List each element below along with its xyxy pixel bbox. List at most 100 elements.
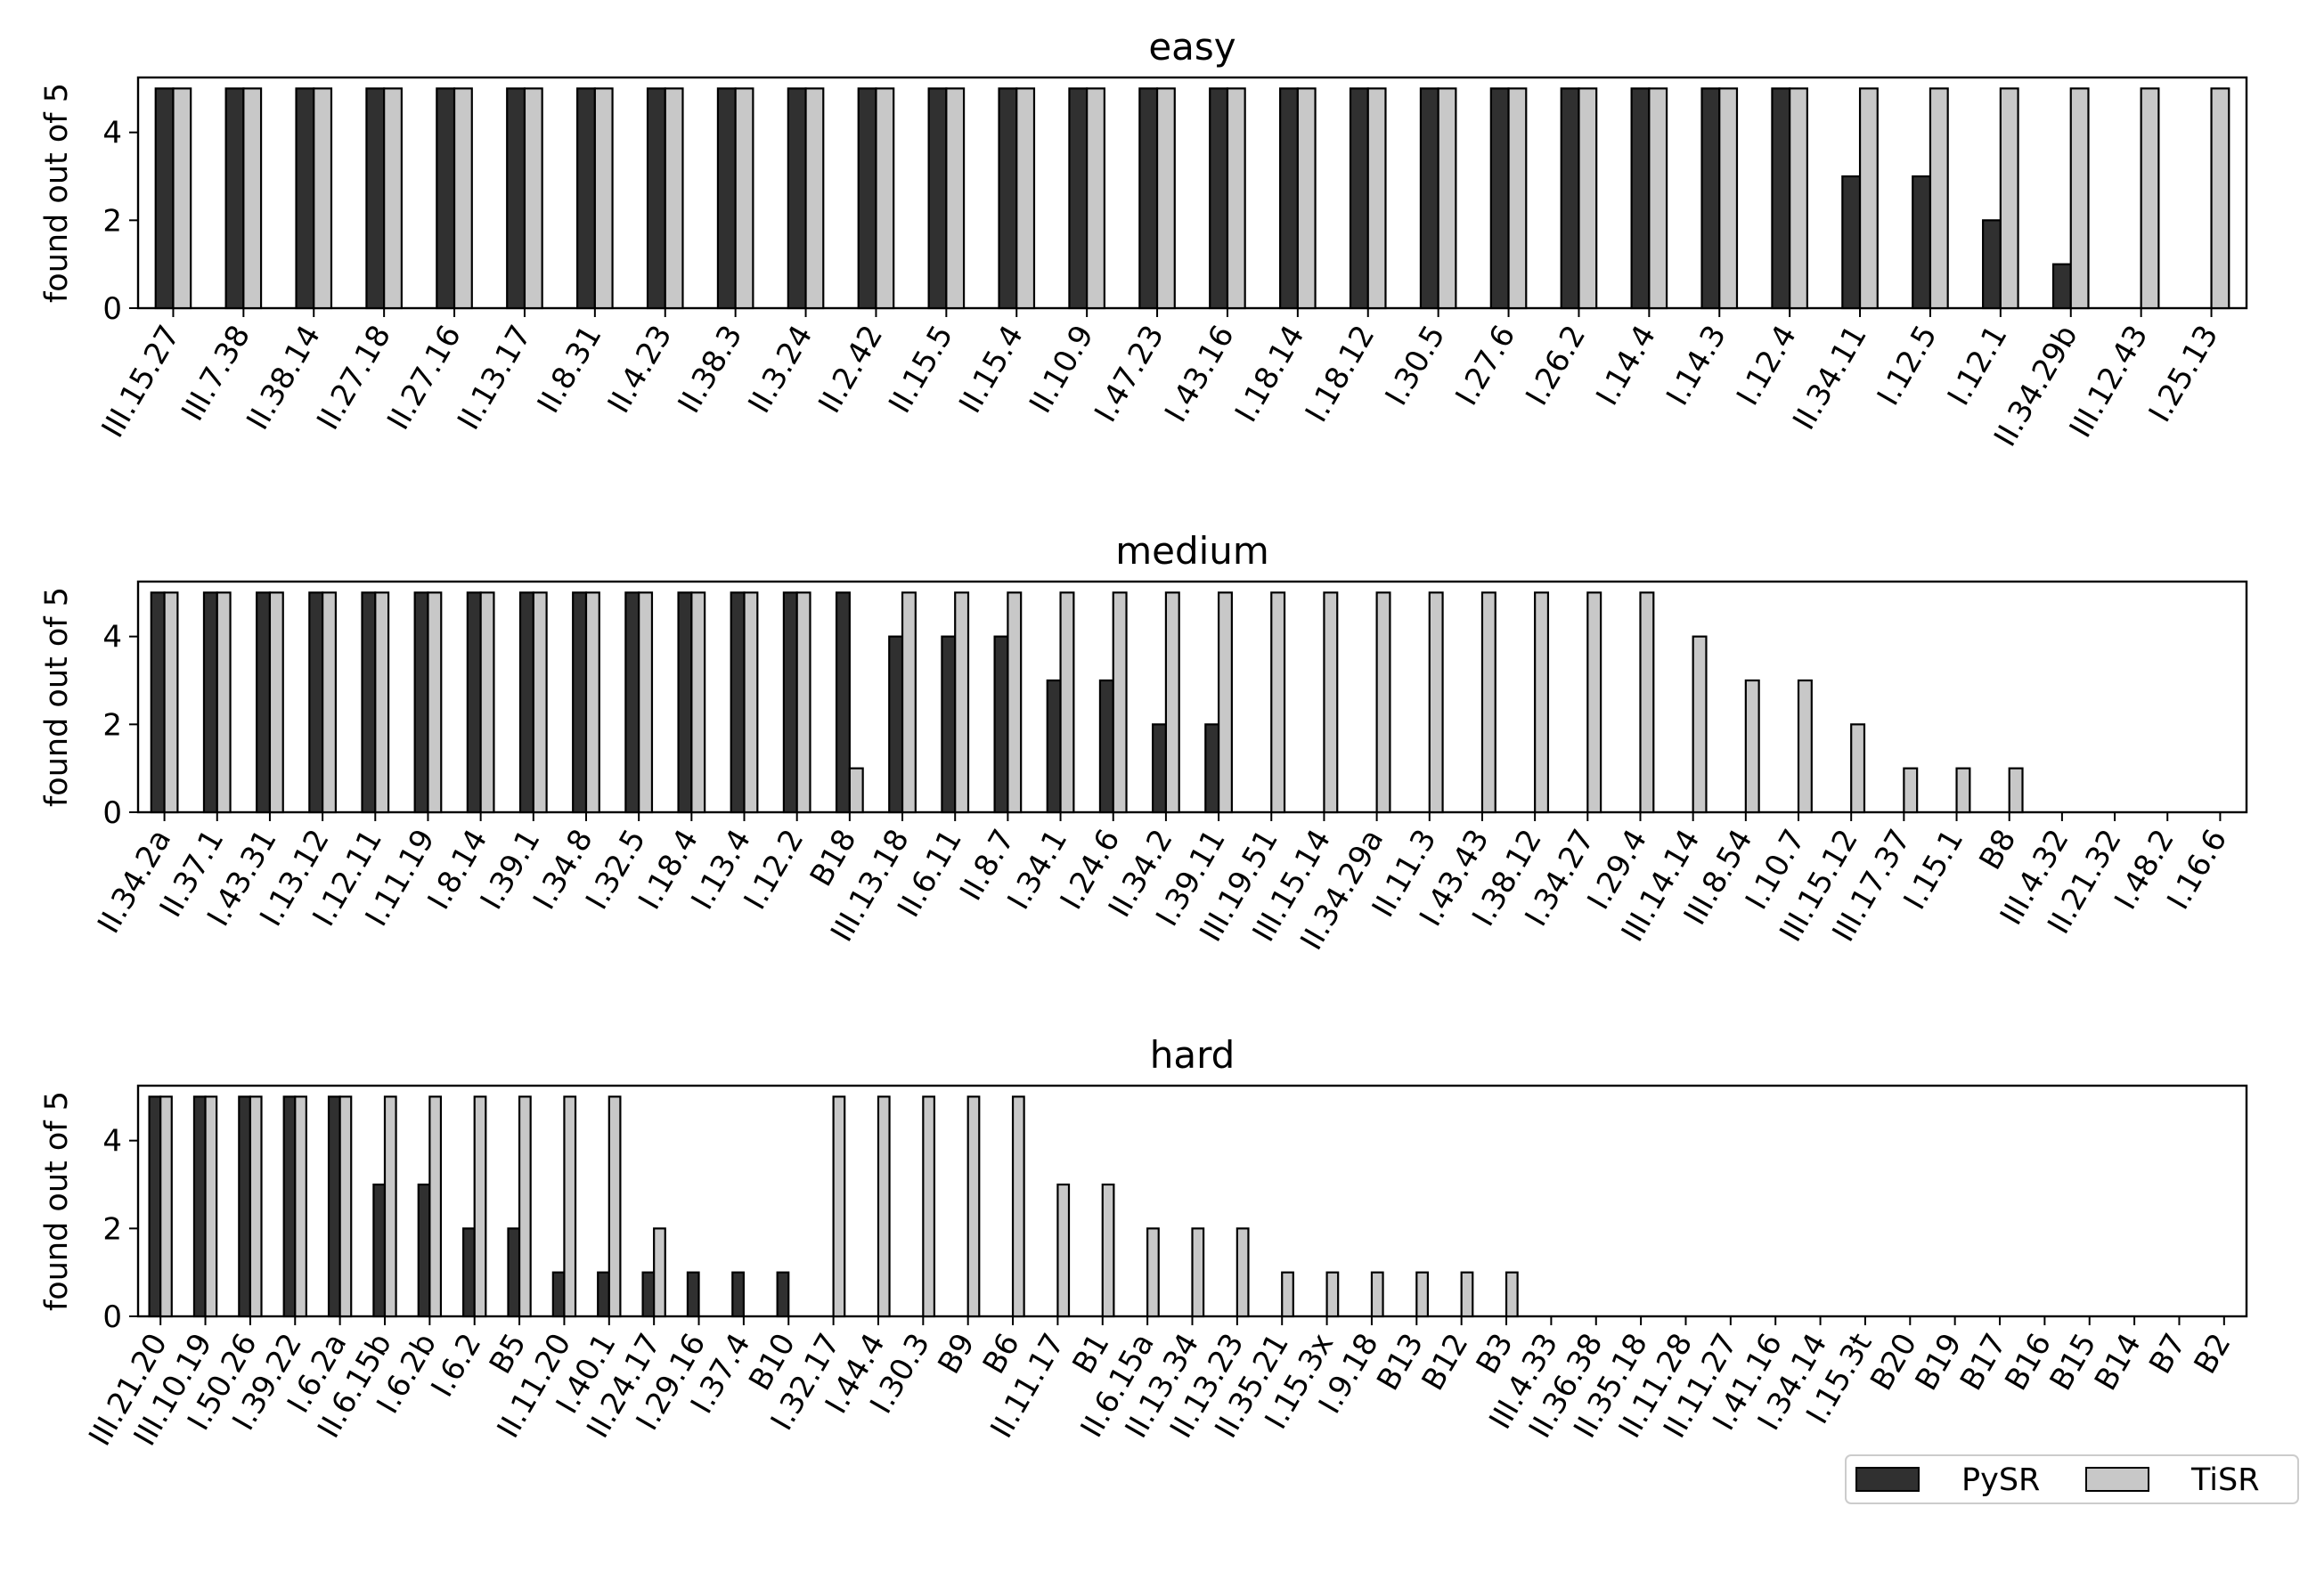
x-tick-label-i-14-4: I.14.4	[1589, 320, 1663, 412]
bar-tisr-i-26-2	[1578, 87, 1598, 310]
bar-tisr-i-32-5	[638, 591, 654, 814]
chart-title-easy: easy	[1148, 25, 1235, 69]
bar-pysr-i-18-12	[1349, 87, 1369, 310]
bar-tisr-i-14-3	[1718, 87, 1739, 310]
x-tick-label-b14: B14	[2088, 1328, 2149, 1397]
bar-pysr-i-26-2	[1560, 87, 1580, 310]
x-tick-label-ii-34-2a: II.34.2a	[91, 824, 178, 940]
x-tick-label-i-18-12: I.18.12	[1299, 320, 1382, 428]
bar-tisr-i-15-1	[1955, 767, 1971, 814]
bar-pysr-i-12-5	[1912, 175, 1932, 310]
bar-pysr-i-43-31	[256, 591, 272, 814]
bar-pysr-i-34-1	[1046, 679, 1062, 814]
legend: PySR TiSR	[1845, 1454, 2299, 1504]
x-tick-label-b12: B12	[1415, 1328, 1476, 1397]
bar-tisr-i-18-4	[690, 591, 706, 814]
bar-tisr-ii-34-2a	[163, 591, 179, 814]
bar-pysr-i-39-11	[1204, 723, 1220, 814]
bar-tisr-b1	[1101, 1183, 1115, 1318]
bar-tisr-b12	[1460, 1271, 1474, 1318]
legend-box	[1845, 1454, 2299, 1504]
bar-pysr-iii-10-19	[192, 1095, 207, 1318]
x-tick-label-ii-4-23: II.4.23	[601, 320, 680, 419]
bar-tisr-ii-11-17	[1056, 1183, 1071, 1318]
x-tick-label-b20: B20	[1863, 1328, 1924, 1397]
bar-tisr-i-39-11	[1217, 591, 1233, 814]
bar-tisr-ii-6-15a	[1146, 1227, 1160, 1318]
bar-tisr-i-15-3x	[1325, 1271, 1340, 1318]
bar-tisr-i-10-7	[1797, 679, 1813, 814]
bar-tisr-i-8-14	[479, 591, 495, 814]
legend-label-pysr: PySR	[1961, 1462, 2040, 1498]
bar-pysr-iii-15-27	[154, 87, 175, 310]
bar-pysr-ii-27-16	[436, 87, 456, 310]
x-tick-label-ii-38-3: II.38.3	[672, 320, 750, 419]
y-tick-label-hard: 4	[102, 1124, 122, 1160]
x-tick-label-ii-2-42: II.2.42	[811, 319, 890, 419]
bar-tisr-iii-15-27	[172, 87, 192, 310]
bar-tisr-i-29-4	[1639, 591, 1655, 814]
plot-frame-easy	[136, 76, 2248, 310]
x-tick-label-i-12-4: I.12.4	[1730, 319, 1804, 411]
bar-tisr-iii-8-54	[1744, 679, 1760, 814]
bar-tisr-ii-27-18	[383, 87, 403, 310]
bar-tisr-ii-15-4	[1015, 87, 1036, 310]
y-axis-label-easy: found out of 5	[39, 83, 75, 303]
bar-tisr-ii-3-24	[804, 87, 825, 310]
bar-tisr-ii-34-29b	[2069, 87, 2090, 310]
bar-tisr-ii-35-21	[1281, 1271, 1294, 1318]
bar-tisr-i-18-12	[1366, 87, 1387, 310]
bar-tisr-i-12-1	[1999, 87, 2019, 310]
bar-pysr-i-34-8	[572, 591, 588, 814]
bar-tisr-i-18-14	[1296, 87, 1317, 310]
chart-title-hard: hard	[1150, 1033, 1235, 1077]
x-tick-label-b19: B19	[1909, 1328, 1969, 1397]
bar-pysr-iii-13-18	[888, 635, 904, 814]
bar-tisr-iii-12-43	[2140, 87, 2160, 310]
x-tick-label-i-25-13: I.25.13	[2142, 320, 2226, 428]
bar-pysr-ii-8-7	[993, 635, 1009, 814]
bar-pysr-iii-7-38	[224, 87, 245, 310]
bar-tisr-ii-13-17	[523, 87, 543, 310]
bar-pysr-i-8-14	[466, 591, 482, 814]
y-axis-label-hard: found out of 5	[39, 1091, 75, 1311]
bar-tisr-i-39-22	[294, 1095, 307, 1318]
bar-pysr-i-43-16	[1209, 87, 1229, 310]
bar-tisr-i-43-43	[1480, 591, 1496, 814]
bar-tisr-i-6-2	[473, 1095, 487, 1318]
bar-pysr-i-24-6	[1098, 679, 1114, 814]
bar-tisr-iii-10-19	[204, 1095, 218, 1318]
bar-pysr-i-11-19	[413, 591, 429, 814]
bar-tisr-iii-17-37	[1903, 767, 1919, 814]
bar-pysr-ii-6-11	[941, 635, 957, 814]
bar-pysr-ii-38-14	[295, 87, 315, 310]
x-tick-label-i-47-23: I.47.23	[1088, 320, 1171, 428]
bar-pysr-i-6-2	[462, 1227, 476, 1318]
bar-pysr-i-12-11	[361, 591, 377, 814]
bar-pysr-ii-34-29b	[2051, 263, 2072, 310]
bar-tisr-ii-34-11	[1858, 87, 1879, 310]
bar-tisr-ii-37-1	[216, 591, 232, 814]
bar-tisr-ii-34-29a	[1375, 591, 1391, 814]
bar-tisr-i-14-4	[1648, 87, 1668, 310]
bar-tisr-i-47-23	[1155, 87, 1176, 310]
bar-tisr-ii-6-11	[954, 591, 970, 814]
bar-tisr-i-12-11	[374, 591, 390, 814]
bar-pysr-ii-3-24	[787, 87, 807, 310]
bar-tisr-iii-15-14	[1323, 591, 1339, 814]
bar-pysr-i-40-1	[597, 1271, 610, 1318]
bar-pysr-ii-34-11	[1841, 175, 1862, 310]
bar-tisr-i-6-2a	[338, 1095, 353, 1318]
x-tick-label-i-30-5: I.30.5	[1379, 320, 1453, 412]
bar-pysr-ii-15-4	[998, 87, 1018, 310]
bar-tisr-i-34-8	[584, 591, 600, 814]
bar-tisr-b5	[518, 1095, 532, 1318]
x-tick-label-iii-15-27: III.15.27	[94, 320, 187, 444]
bar-tisr-ii-13-34	[1191, 1227, 1205, 1318]
bar-tisr-b8	[2008, 767, 2024, 814]
bar-pysr-i-37-4	[731, 1271, 745, 1318]
bar-pysr-i-14-4	[1630, 87, 1651, 310]
